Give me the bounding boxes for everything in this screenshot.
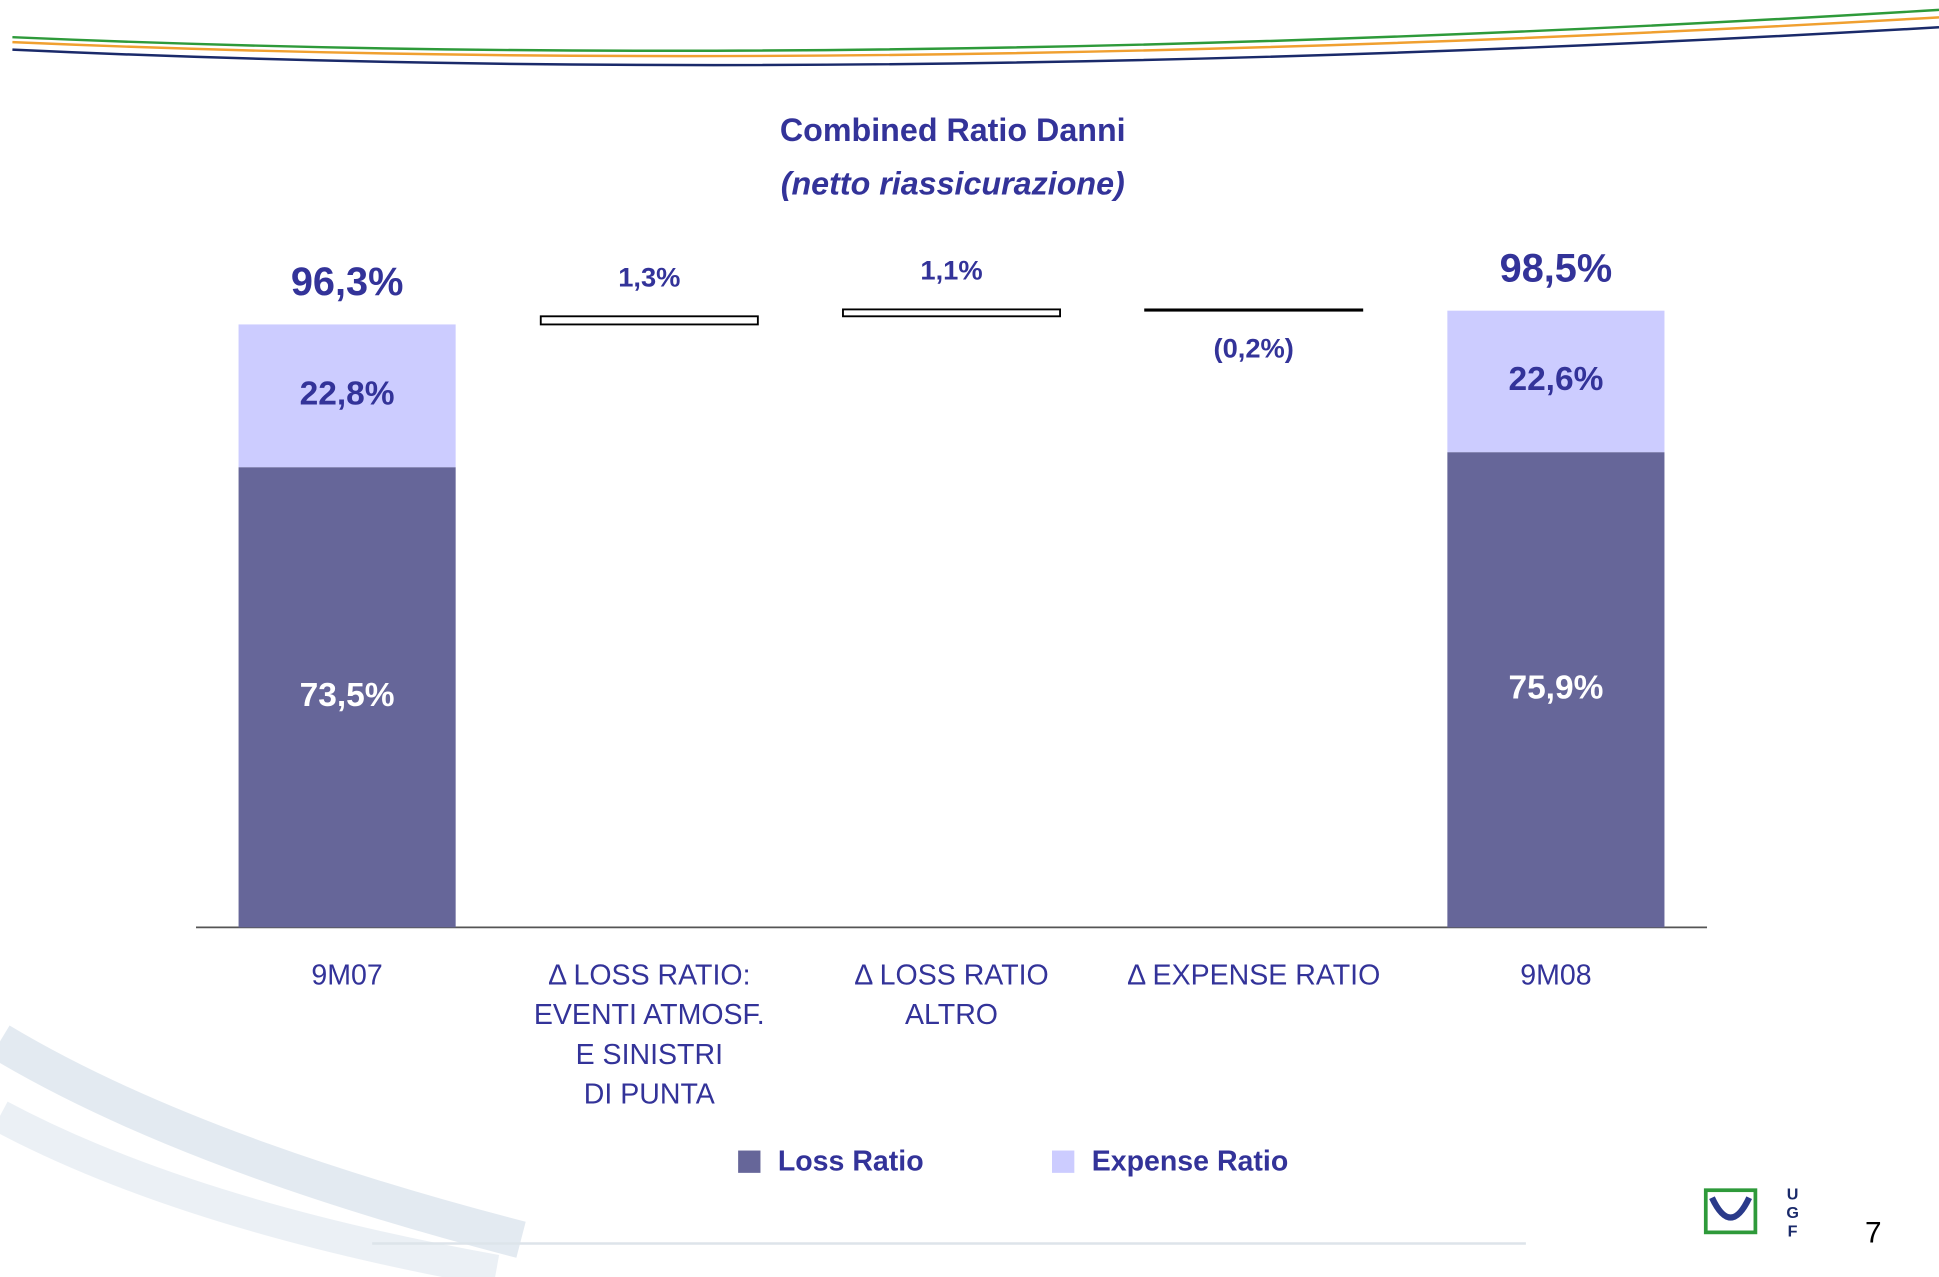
change-label: (0,2%) (1214, 333, 1294, 364)
x-tick-label: ALTRO (905, 999, 998, 1031)
decoration (0, 8, 1939, 1277)
bar-segment (238, 324, 456, 468)
logo-letter: F (1788, 1223, 1798, 1241)
legend-label: Loss Ratio (778, 1145, 924, 1177)
x-tick-label: 9M08 (1520, 960, 1591, 992)
logo-letter: G (1786, 1204, 1799, 1222)
change-label: 1,1% (920, 254, 982, 285)
value-label: 22,6% (1508, 361, 1603, 398)
legend-swatch (738, 1150, 761, 1173)
chart-title: Combined Ratio Danni (780, 112, 1126, 148)
x-tick-label: 9M07 (311, 960, 382, 992)
x-tick-label: EVENTI ATMOSF. (534, 999, 765, 1031)
bar-segment (1447, 310, 1665, 453)
change-label: 1,3% (618, 261, 680, 292)
x-tick-label: DI PUNTA (584, 1079, 715, 1111)
bar-segment (238, 467, 456, 928)
legend-label: Expense Ratio (1092, 1145, 1289, 1177)
total-label: 96,3% (291, 260, 404, 304)
logo-letter: U (1787, 1185, 1799, 1203)
value-label: 73,5% (300, 677, 395, 714)
change-box (842, 308, 1061, 318)
x-tick-label: Δ LOSS RATIO (854, 960, 1048, 992)
legend-swatch (1051, 1150, 1075, 1173)
x-tick-label: Δ EXPENSE RATIO (1127, 960, 1380, 992)
x-tick-label: E SINISTRI (576, 1039, 723, 1071)
change-box (539, 315, 759, 326)
value-label: 75,9% (1508, 670, 1603, 707)
change-box (1144, 308, 1364, 312)
page-number: 7 (1865, 1217, 1882, 1250)
value-label: 22,8% (300, 376, 395, 413)
x-tick-label: Δ LOSS RATIO: (548, 960, 750, 992)
chart-subtitle: (netto riassicurazione) (781, 165, 1125, 201)
total-label: 98,5% (1500, 246, 1613, 290)
bar-segment (1447, 452, 1665, 928)
